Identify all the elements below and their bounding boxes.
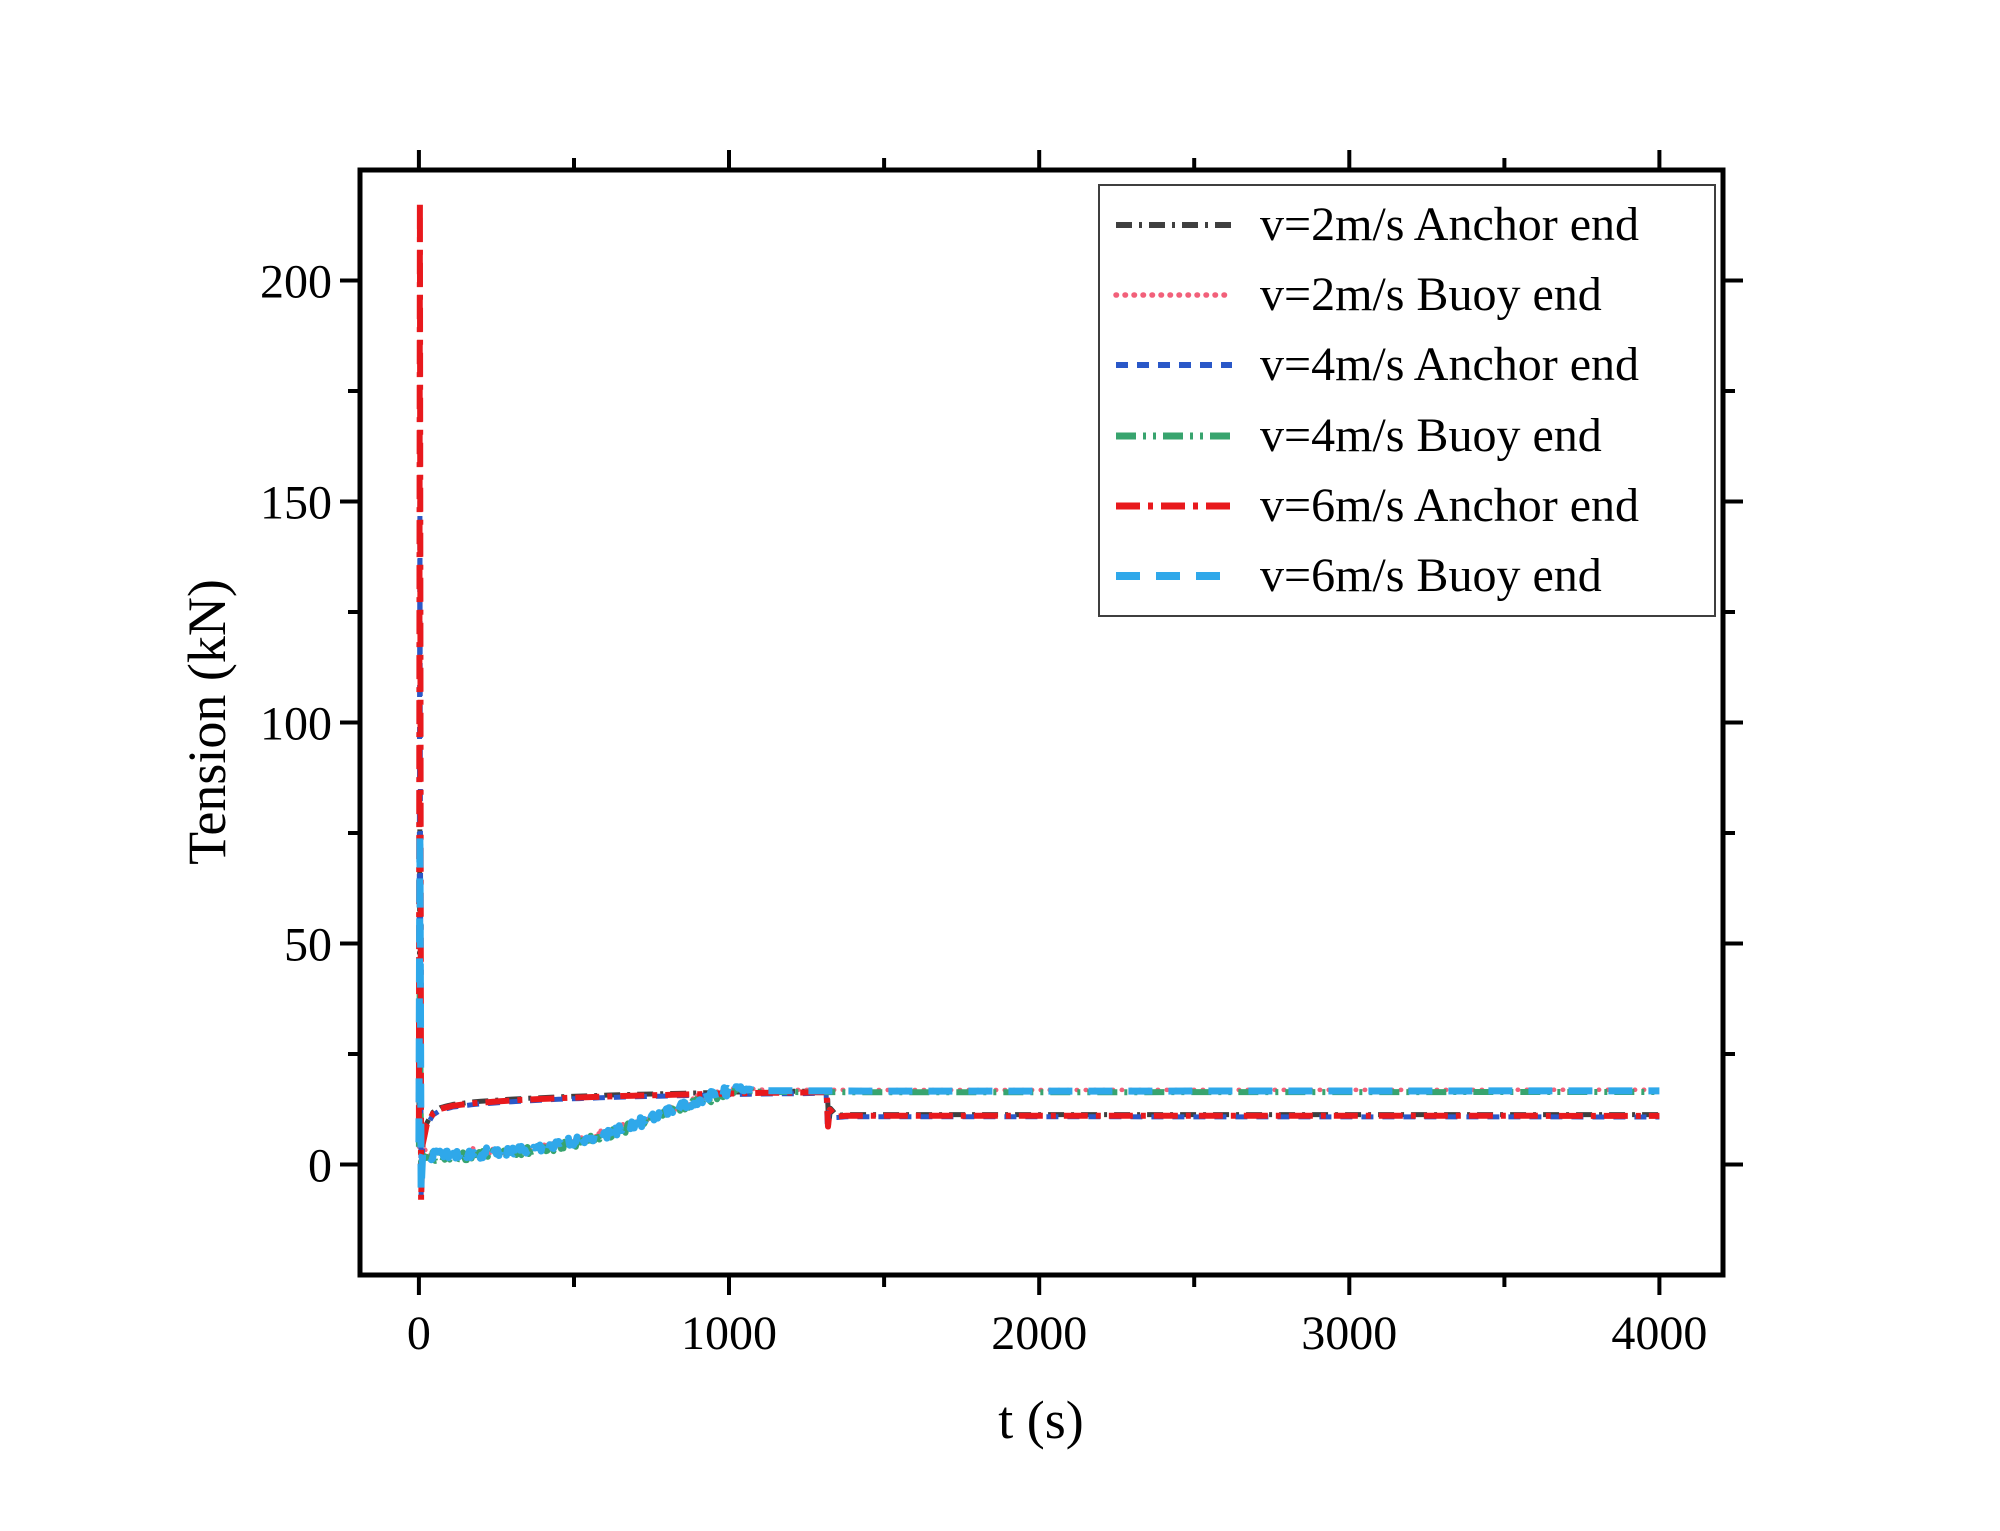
legend-line-sample [1116, 432, 1232, 440]
legend-item-v4-anchor: v=4m/s Anchor end [1100, 332, 1714, 398]
x-axis-title: t (s) [998, 1390, 1084, 1450]
x-tick-label: 0 [407, 1307, 431, 1360]
legend-item-v6-anchor: v=6m/s Anchor end [1100, 473, 1714, 539]
y-tick-label: 100 [260, 697, 332, 750]
x-tick-label: 2000 [991, 1307, 1087, 1360]
legend-line-sample [1116, 362, 1232, 369]
series-line-3 [415, 962, 1660, 1186]
y-tick-label: 200 [260, 255, 332, 308]
legend-label: v=2m/s Buoy end [1260, 268, 1602, 322]
legend-line-sample [1116, 502, 1232, 510]
legend-line-sample [1113, 292, 1235, 298]
legend-label: v=2m/s Anchor end [1260, 198, 1640, 252]
x-tick-label: 1000 [681, 1307, 777, 1360]
x-tick-label: 3000 [1301, 1307, 1397, 1360]
legend-item-v6-buoy: v=6m/s Buoy end [1100, 543, 1714, 609]
y-tick-label: 150 [260, 476, 332, 529]
legend-label: v=6m/s Anchor end [1260, 478, 1640, 532]
legend-label: v=4m/s Anchor end [1260, 338, 1640, 392]
legend-line-sample [1116, 222, 1232, 229]
y-axis-title: Tension (kN) [177, 579, 237, 865]
legend-item-v2-buoy: v=2m/s Buoy end [1100, 262, 1714, 328]
series-line-5 [415, 829, 1660, 1195]
series-line-4 [415, 197, 1660, 1203]
legend-item-v2-anchor: v=2m/s Anchor end [1100, 192, 1714, 258]
legend-label: v=4m/s Buoy end [1260, 408, 1602, 462]
legend: v=2m/s Anchor end v=2m/s Buoy end v=4m/s… [1098, 184, 1716, 617]
legend-label: v=6m/s Buoy end [1260, 548, 1602, 602]
legend-item-v4-buoy: v=4m/s Buoy end [1100, 403, 1714, 469]
y-tick-label: 0 [308, 1139, 332, 1192]
series-line-1 [416, 1038, 1662, 1181]
x-tick-label: 4000 [1611, 1307, 1707, 1360]
legend-line-sample [1116, 571, 1232, 580]
y-tick-label: 50 [284, 918, 332, 971]
